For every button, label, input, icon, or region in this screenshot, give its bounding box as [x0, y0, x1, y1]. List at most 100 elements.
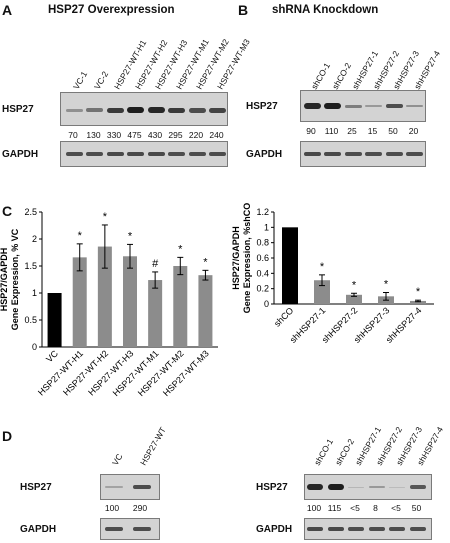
- blot-band: [324, 152, 341, 156]
- bar: [47, 293, 62, 347]
- blot-band: [406, 152, 423, 156]
- y-tick-label: 1.5: [24, 261, 37, 271]
- blot-band: [389, 486, 405, 488]
- significance-marker: *: [203, 256, 208, 268]
- blot-band: [303, 103, 321, 109]
- y-tick-label: 2.5: [24, 207, 37, 217]
- blot-band: [389, 527, 405, 531]
- y-axis-label: HSP27/GAPDHGene Expression, %shCO: [231, 203, 252, 314]
- blot-band: [324, 103, 341, 109]
- blot-band: [105, 527, 123, 531]
- lane-label: shCO-1: [312, 437, 336, 467]
- blot-band: [406, 105, 423, 107]
- bar: [198, 275, 213, 347]
- quant-value: 8: [373, 503, 378, 513]
- panel-letter-a: A: [2, 2, 13, 18]
- blot-band: [106, 152, 124, 156]
- panel-a-gapdh-blot: [60, 141, 228, 167]
- panel-a-title: HSP27 Overexpression: [48, 4, 175, 16]
- panel-d-right-protein-hsp27: HSP27: [256, 482, 288, 493]
- panel-d-right-protein-gapdh: GAPDH: [256, 524, 293, 535]
- blot-band: [168, 107, 185, 113]
- blot-band: [188, 107, 206, 113]
- quant-value: 50: [388, 126, 398, 136]
- y-tick-label: 2: [32, 234, 37, 244]
- blot-band: [348, 486, 364, 488]
- bar: [282, 227, 298, 304]
- lane-label: VC: [110, 451, 125, 467]
- quant-value: 20: [408, 126, 419, 136]
- blot-band: [344, 152, 362, 156]
- quant-value: 25: [347, 126, 357, 136]
- quant-value: 100: [306, 503, 322, 513]
- blot-band: [188, 152, 206, 156]
- y-tick-label: 0.5: [24, 315, 37, 325]
- y-tick-label: 0.6: [256, 253, 269, 263]
- panel-letter-b: B: [238, 2, 249, 18]
- blot-band: [65, 152, 83, 156]
- blot-band: [65, 108, 83, 112]
- panel-d-left-protein-gapdh: GAPDH: [20, 524, 57, 535]
- y-tick-label: 1: [264, 222, 269, 232]
- bar: [148, 280, 163, 347]
- quant-value: 130: [86, 130, 101, 140]
- panel-d-right-gapdh-blot: [304, 518, 432, 540]
- significance-marker: *: [103, 211, 108, 223]
- quant-value: 290: [132, 503, 148, 513]
- blot-band: [147, 152, 165, 156]
- significance-marker: *: [320, 261, 325, 273]
- lane-label: shCO-1: [309, 61, 333, 91]
- panel-d-left-hsp27-blot: [100, 474, 160, 500]
- blot-band: [385, 104, 403, 108]
- blot-band: [365, 152, 382, 156]
- panel-d-left-gapdh-blot: [100, 518, 160, 540]
- quant-value: <5: [350, 503, 360, 513]
- blot-band: [368, 486, 385, 488]
- blot-band: [133, 485, 151, 489]
- blot-band: [168, 152, 185, 156]
- y-tick-label: 0.8: [256, 238, 269, 248]
- y-axis-label: HSP27/GAPDHGene Expression, % VC: [0, 228, 20, 330]
- blot-band: [409, 485, 426, 489]
- quant-value: 330: [106, 130, 122, 140]
- blot-band: [209, 152, 226, 156]
- blot-band: [348, 527, 364, 531]
- lane-label: VC-1: [71, 69, 90, 91]
- blot-band: [127, 152, 144, 156]
- quant-value: 475: [127, 130, 142, 140]
- blot-band: [209, 107, 226, 113]
- blot-band: [327, 527, 344, 531]
- panel-a-hsp27-blot: [60, 92, 228, 126]
- quant-value: 90: [306, 126, 316, 136]
- blot-band: [385, 152, 403, 156]
- x-tick-label: HSP27-WT-M3: [161, 348, 211, 398]
- panel-b-hsp27-blot: [300, 90, 426, 122]
- blot-band: [307, 527, 323, 531]
- quant-value: 295: [168, 130, 183, 140]
- panel-letter-d: D: [2, 428, 13, 444]
- blot-band: [368, 527, 385, 531]
- x-tick-label: shCO: [272, 305, 295, 328]
- blot-band: [303, 152, 321, 156]
- y-tick-label: 0.2: [256, 284, 269, 294]
- quant-value: 50: [411, 503, 422, 513]
- significance-marker: *: [352, 279, 357, 291]
- quant-value: 110: [324, 126, 339, 136]
- panel-d-left-protein-hsp27: HSP27: [20, 482, 52, 493]
- y-tick-label: 0.4: [256, 268, 269, 278]
- lane-label: shCO-2: [329, 61, 353, 91]
- significance-marker: *: [178, 243, 183, 255]
- lane-label: shCO-2: [332, 437, 356, 467]
- blot-band: [365, 105, 382, 107]
- panel-d-right-hsp27-blot: [304, 474, 432, 500]
- y-tick-label: 1.2: [256, 207, 269, 217]
- panel-letter-c: C: [2, 203, 13, 219]
- panel-b-protein-gapdh: GAPDH: [246, 149, 283, 160]
- panel-b-gapdh-blot: [300, 141, 426, 167]
- blot-band: [307, 484, 323, 490]
- quant-value: 240: [209, 130, 224, 140]
- bar: [123, 256, 137, 347]
- bar: [314, 280, 330, 304]
- blot-band: [344, 104, 362, 108]
- panel-b-title: shRNA Knockdown: [272, 4, 379, 16]
